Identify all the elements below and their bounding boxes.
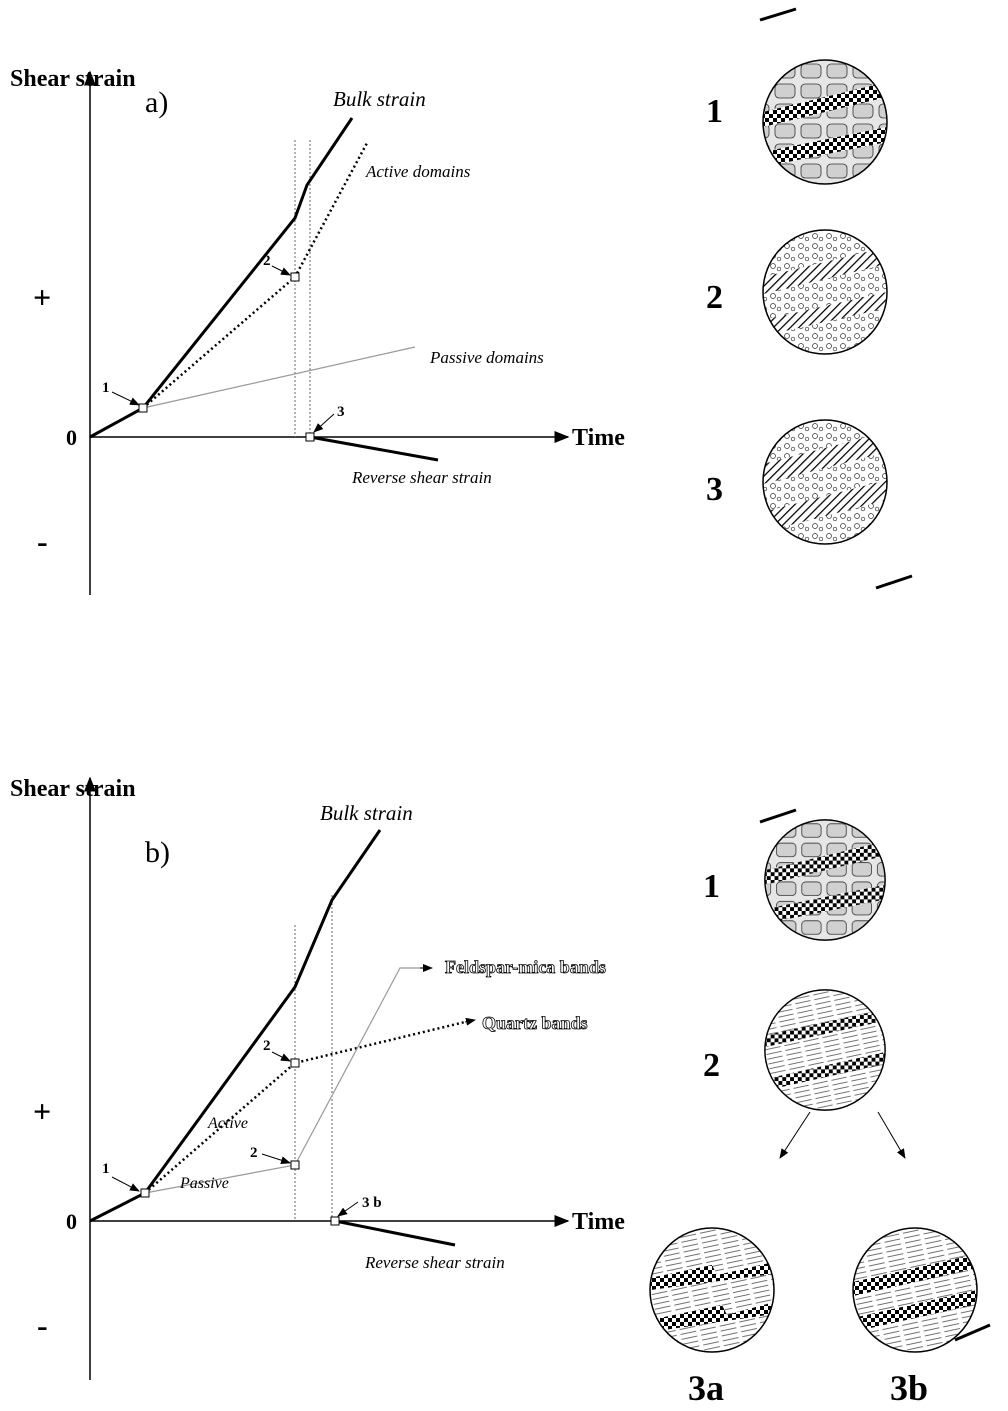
point [140,1188,150,1198]
point-label: 3 [337,404,345,420]
curve-label: Reverse shear strain [351,468,492,487]
point-label: 2 [250,1145,258,1161]
y-axis-label: Shear strain [10,776,136,802]
x-axis-label: Time [572,1209,625,1235]
sign: + [33,1093,51,1129]
bulk-curve [89,117,354,439]
curve-label: Passive [179,1175,229,1192]
curve-label: Active domains [365,162,471,181]
pointer [271,265,291,276]
point [290,1160,300,1170]
sign: 0 [66,1209,77,1234]
reverse-curve [334,1219,456,1247]
point-label: 3 b [362,1195,382,1211]
micro-label: 3 [706,471,723,508]
point-label: 1 [102,1161,110,1177]
panel-label: b) [145,836,170,869]
micro-label: 1 [703,868,720,905]
sign: + [33,279,51,315]
y-axis-label: Shear strain [10,66,136,92]
pointer [877,1111,906,1159]
curve-label: Passive domains [429,348,544,367]
sign: - [37,1307,48,1343]
quartz-curve [144,1020,466,1194]
micro-label: 1 [706,93,723,130]
point [290,1058,300,1068]
bulk-curve [89,829,382,1223]
curve-label: Active [207,1115,248,1132]
curve-label: Feldspar-mica bands [445,957,606,977]
feldspar-curve [144,967,428,1194]
point [290,272,300,282]
sign: - [37,523,48,559]
pointer [313,413,335,433]
curve-label: Bulk strain [333,87,426,111]
pointer [337,1201,359,1217]
micro-circle [762,229,888,355]
micro-circle [852,1227,978,1353]
point-label: 2 [263,253,271,269]
shear-arrow [759,808,797,824]
micro-label: 3a [688,1368,724,1408]
micro-label: 2 [703,1047,720,1084]
pointer [464,1017,476,1026]
point-label: 2 [263,1038,271,1054]
micro-circle [764,989,886,1111]
x-axis-label: Time [572,425,625,451]
micro-circle [649,1227,775,1353]
micro-label: 2 [706,279,723,316]
shear-arrow [875,574,913,590]
shear-arrow [759,7,797,22]
pointer [261,1153,291,1165]
shear-arrow [954,1323,991,1342]
point [138,403,148,413]
panel-b: Shear strain Time b) + 0 - Bulk strain F… [10,776,991,1408]
micro-circle [764,819,886,941]
pointer [779,1111,811,1159]
point-label: 1 [102,380,110,396]
point [330,1216,340,1226]
micro-circle [762,419,888,545]
panel-label: a) [145,86,168,119]
curve-label: Quartz bands [482,1013,588,1033]
point [305,432,315,442]
micro-circle [762,59,888,185]
curve-label: Bulk strain [320,801,413,825]
pointer [111,391,140,406]
reverse-curve [309,435,439,462]
panel-a: Shear strain Time a) + 0 - Bulk strain A… [10,7,913,595]
pointer [271,1051,291,1062]
passive-curve [142,346,416,409]
sign: 0 [66,425,77,450]
curve-label: Reverse shear strain [364,1253,505,1272]
pointer [111,1176,140,1192]
micro-label: 3b [890,1368,928,1408]
